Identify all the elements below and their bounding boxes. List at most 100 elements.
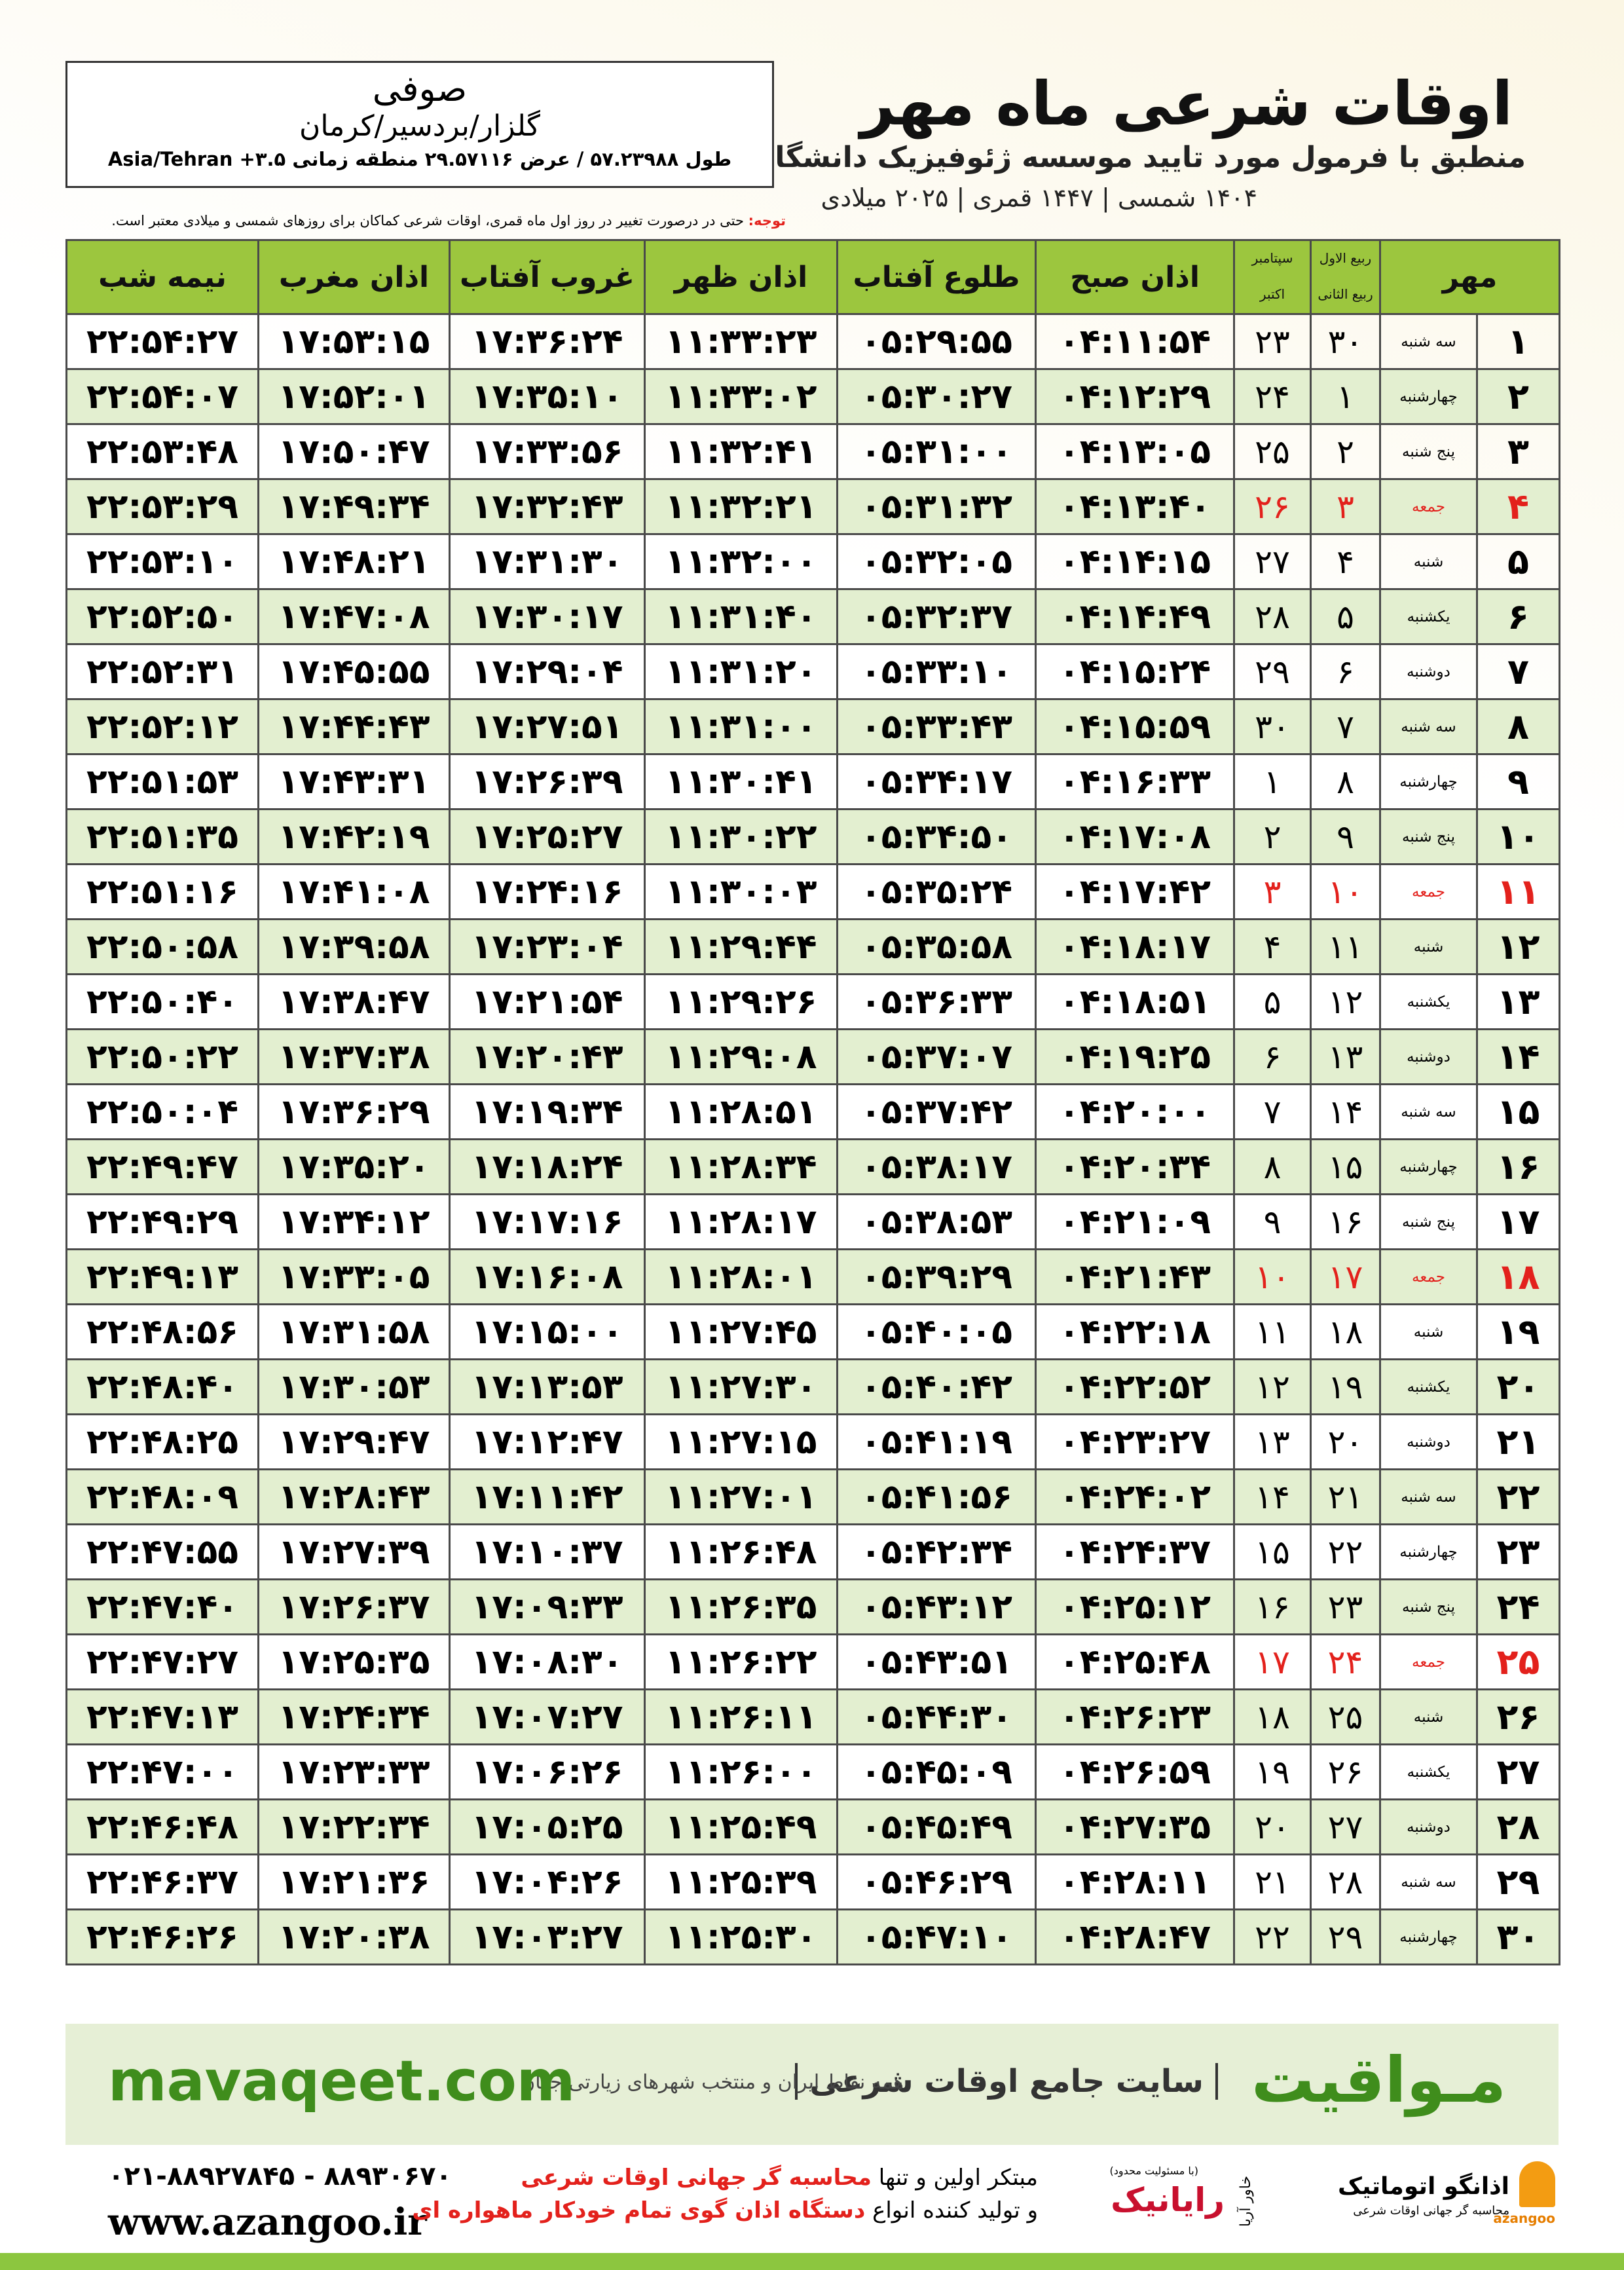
table-row: ۷ دوشنبه ۶ ۲۹ ۰۴:۱۵:۲۴ ۰۵:۳۳:۱۰ ۱۱:۳۱:۲۰ ۱۷:۲۹:…	[65, 643, 1561, 700]
weekday: پنج شنبه	[1378, 1578, 1479, 1635]
gregorian-day: ۱۳	[1233, 1413, 1312, 1470]
line2-prefix: و تولید کننده انواع	[872, 2197, 1038, 2223]
time: ۰۴:۱۵:۵۹	[1035, 698, 1235, 755]
time: ۱۷:۴۹:۳۴	[257, 478, 451, 535]
time: ۰۵:۳۳:۴۳	[836, 698, 1037, 755]
time: ۱۷:۲۷:۳۹	[257, 1523, 451, 1580]
time: ۰۴:۲۵:۱۲	[1035, 1578, 1235, 1635]
time: ۱۷:۲۵:۳۵	[257, 1633, 451, 1690]
gregorian-day: ۱۲	[1233, 1358, 1312, 1415]
time: ۲۲:۴۹:۲۹	[65, 1193, 259, 1250]
hijri-day: ۲۳	[1310, 1578, 1381, 1635]
time: ۱۱:۲۷:۰۱	[644, 1468, 838, 1525]
table-row: ۱۲ شنبه ۱۱ ۴ ۰۴:۱۸:۱۷ ۰۵:۳۵:۵۸ ۱۱:۲۹:۴۴ ۱۷:۲۳:۰…	[65, 918, 1561, 975]
time: ۱۷:۵۰:۴۷	[257, 423, 451, 480]
time: ۰۵:۴۷:۱۰	[836, 1908, 1037, 1965]
gregorian-day: ۶	[1233, 1028, 1312, 1085]
time: ۱۱:۲۹:۰۸	[644, 1028, 838, 1085]
time: ۰۵:۳۲:۰۵	[836, 533, 1037, 590]
line-2: و تولید کننده انواع دستگاه اذان گوی تمام…	[412, 2197, 1038, 2223]
time: ۰۵:۳۲:۳۷	[836, 588, 1037, 645]
header-time: نیمه شب	[65, 239, 259, 315]
day: ۲۵	[1476, 1633, 1561, 1690]
time: ۱۷:۳۲:۴۳	[449, 478, 646, 535]
time: ۲۲:۴۷:۴۰	[65, 1578, 259, 1635]
rayanik-logo: رایانیک	[1111, 2181, 1225, 2219]
weekday: چهارشنبه	[1378, 753, 1479, 810]
time: ۲۲:۵۳:۴۸	[65, 423, 259, 480]
gregorian-day: ۳	[1233, 863, 1312, 920]
time: ۰۵:۴۴:۳۰	[836, 1688, 1037, 1745]
hijri-day: ۹	[1310, 808, 1381, 865]
hijri-day: ۲۱	[1310, 1468, 1381, 1525]
time: ۱۷:۱۳:۵۳	[449, 1358, 646, 1415]
time: ۱۷:۳۶:۲۴	[449, 313, 646, 370]
time: ۱۷:۱۹:۳۴	[449, 1083, 646, 1140]
time: ۲۲:۵۲:۱۲	[65, 698, 259, 755]
gregorian-day: ۲۹	[1233, 643, 1312, 700]
hijri-day: ۲۰	[1310, 1413, 1381, 1470]
header-time: اذان ظهر	[644, 239, 838, 315]
time: ۱۷:۳۶:۲۹	[257, 1083, 451, 1140]
time: ۱۱:۲۶:۱۱	[644, 1688, 838, 1745]
time: ۱۷:۴۷:۰۸	[257, 588, 451, 645]
time: ۱۱:۳۰:۴۱	[644, 753, 838, 810]
weekday: یکشنبه	[1378, 973, 1479, 1030]
time: ۱۷:۳۳:۵۶	[449, 423, 646, 480]
gregorian-day: ۲۵	[1233, 423, 1312, 480]
header-time: طلوع آفتاب	[836, 239, 1037, 315]
weekday: چهارشنبه	[1378, 1908, 1479, 1965]
time: ۰۴:۲۴:۳۷	[1035, 1523, 1235, 1580]
time: ۱۷:۴۵:۵۵	[257, 643, 451, 700]
time: ۱۱:۳۱:۴۰	[644, 588, 838, 645]
table-row: ۲۵ جمعه ۲۴ ۱۷ ۰۴:۲۵:۴۸ ۰۵:۴۳:۵۱ ۱۱:۲۶:۲۲ ۱۷:۰۸:…	[65, 1633, 1561, 1690]
time: ۱۱:۲۹:۴۴	[644, 918, 838, 975]
hijri-day: ۱۹	[1310, 1358, 1381, 1415]
gregorian-day: ۲۷	[1233, 533, 1312, 590]
table-row: ۹ چهارشنبه ۸ ۱ ۰۴:۱۶:۳۳ ۰۵:۳۴:۱۷ ۱۱:۳۰:۴۱ ۱۷:۲۶…	[65, 753, 1561, 810]
time: ۲۲:۵۴:۰۷	[65, 368, 259, 425]
time: ۱۷:۰۵:۲۵	[449, 1798, 646, 1855]
table-row: ۱۴ دوشنبه ۱۳ ۶ ۰۴:۱۹:۲۵ ۰۵:۳۷:۰۷ ۱۱:۲۹:۰۸ ۱۷:۲۰…	[65, 1028, 1561, 1085]
time: ۰۵:۴۵:۴۹	[836, 1798, 1037, 1855]
time: ۲۲:۵۱:۳۵	[65, 808, 259, 865]
time: ۱۱:۲۸:۱۷	[644, 1193, 838, 1250]
table-row: ۴ جمعه ۳ ۲۶ ۰۴:۱۳:۴۰ ۰۵:۳۱:۳۲ ۱۱:۳۲:۲۱ ۱۷:۳۲:۴۳…	[65, 478, 1561, 535]
time: ۱۱:۳۲:۴۱	[644, 423, 838, 480]
time: ۱۱:۲۵:۳۰	[644, 1908, 838, 1965]
header-hijri: ربیع الاول ربیع الثانی	[1310, 239, 1381, 315]
time: ۰۴:۱۸:۱۷	[1035, 918, 1235, 975]
header-row: مهر ربیع الاول ربیع الثانی سپتامبر اکتبر اذان…	[65, 239, 1561, 315]
day: ۹	[1476, 753, 1561, 810]
time: ۲۲:۵۰:۵۸	[65, 918, 259, 975]
time: ۱۱:۳۲:۲۱	[644, 478, 838, 535]
hijri-day: ۲	[1310, 423, 1381, 480]
hijri-day: ۳۰	[1310, 313, 1381, 370]
time: ۱۷:۳۳:۰۵	[257, 1248, 451, 1305]
table-row: ۲۷ یکشنبه ۲۶ ۱۹ ۰۴:۲۶:۵۹ ۰۵:۴۵:۰۹ ۱۱:۲۶:۰۰ ۱۷:۰…	[65, 1743, 1561, 1800]
time: ۱۷:۲۹:۴۷	[257, 1413, 451, 1470]
weekday: دوشنبه	[1378, 1028, 1479, 1085]
weekday: سه شنبه	[1378, 1853, 1479, 1910]
table-row: ۱۱ جمعه ۱۰ ۳ ۰۴:۱۷:۴۲ ۰۵:۳۵:۲۴ ۱۱:۳۰:۰۳ ۱۷:۲۴:۱…	[65, 863, 1561, 920]
time: ۱۷:۳۱:۵۸	[257, 1303, 451, 1360]
time: ۱۷:۳۱:۳۰	[449, 533, 646, 590]
line-1: مبتکر اولین و تنها محاسبه گر جهانی اوقات…	[521, 2165, 1038, 2191]
weekday: یکشنبه	[1378, 1358, 1479, 1415]
time: ۰۵:۴۳:۱۲	[836, 1578, 1037, 1635]
hijri-day: ۱	[1310, 368, 1381, 425]
time: ۰۵:۳۵:۵۸	[836, 918, 1037, 975]
prayer-table: مهر ربیع الاول ربیع الثانی سپتامبر اکتبر اذان…	[65, 239, 1561, 1965]
gregorian-day: ۵	[1233, 973, 1312, 1030]
gregorian-day: ۲۸	[1233, 588, 1312, 645]
hijri-day: ۲۷	[1310, 1798, 1381, 1855]
gregorian-day: ۷	[1233, 1083, 1312, 1140]
time: ۱۱:۳۱:۰۰	[644, 698, 838, 755]
time: ۰۴:۱۷:۴۲	[1035, 863, 1235, 920]
hijri-day: ۱۰	[1310, 863, 1381, 920]
table-row: ۲۴ پنج شنبه ۲۳ ۱۶ ۰۴:۲۵:۱۲ ۰۵:۴۳:۱۲ ۱۱:۲۶:۳۵ ۱۷…	[65, 1578, 1561, 1635]
time: ۰۵:۳۷:۴۲	[836, 1083, 1037, 1140]
time: ۱۷:۲۳:۰۴	[449, 918, 646, 975]
time: ۱۷:۰۳:۲۷	[449, 1908, 646, 1965]
time: ۰۴:۲۶:۵۹	[1035, 1743, 1235, 1800]
